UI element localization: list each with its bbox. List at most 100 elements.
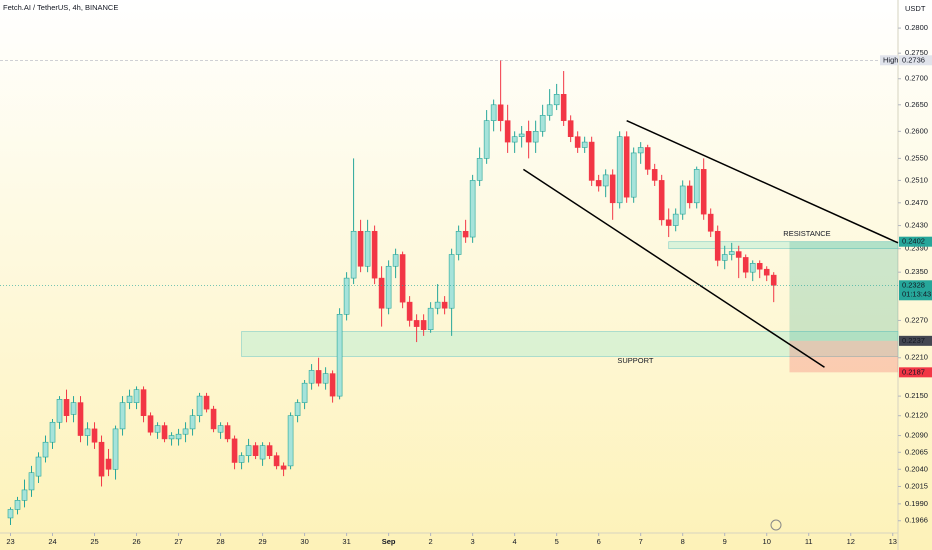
candle-body [56,399,63,423]
candle-body [658,180,665,221]
candle-body [84,428,91,436]
candle-body [700,169,707,215]
price-label: 0.2187 [902,367,925,376]
candle-body [322,373,329,384]
candle-body [686,185,693,204]
candle-body [21,489,28,501]
candle-body [511,136,518,143]
candle-body [378,277,385,309]
candle-body [532,131,539,143]
candle-body [14,500,21,510]
candle-body [693,169,700,204]
x-tick-label: 10 [763,537,771,546]
candle-body [70,402,77,415]
price-label: 0.2328 [902,280,925,289]
candle-body [105,458,112,470]
candle-body [581,141,588,148]
candle-body [252,445,259,456]
candle-body [441,301,448,309]
x-tick-label: 24 [48,537,56,546]
candle-body [707,213,714,232]
candle-body [364,230,371,267]
candle-body [679,185,686,215]
candle-body [483,120,490,159]
x-tick-label: 4 [513,537,517,546]
candle-body [28,472,35,491]
candle-body [497,104,504,121]
candle-body [315,370,322,384]
y-tick-label: 0.2600 [905,126,928,135]
trendline [626,119,899,244]
y-tick-label: 0.2040 [905,464,928,473]
candle-body [287,415,294,467]
candle-body [399,254,406,303]
candle-body [630,152,637,198]
candle-body [371,230,378,279]
candle-body [77,402,84,436]
chart-title: Fetch.AI / TetherUS, 4h, BINANCE [3,3,118,12]
loss-zone [789,340,898,373]
candle-body [224,425,231,440]
candle-body [98,441,105,477]
candle-body [595,180,602,187]
candle-body [63,399,70,416]
x-tick-label: 2 [429,537,433,546]
candle-body [133,389,140,403]
candle-body [350,230,357,279]
candle-body [546,104,553,116]
trendline [522,168,825,368]
price-label: 0.2402 [902,237,925,246]
y-tick-label: 0.2065 [905,447,928,456]
candle-body [672,213,679,226]
x-tick-label: 31 [342,537,350,546]
candle-body [539,115,546,132]
y-tick-label: 0.2120 [905,411,928,420]
candle-body [91,428,98,443]
y-tick-label: 0.2015 [905,481,928,490]
candle-body [749,263,756,273]
y-tick-label: 0.2090 [905,431,928,440]
candle-body [602,174,609,187]
candle-body [392,254,399,267]
price-label-box [899,280,932,301]
candle-body [420,320,427,330]
candle-body [714,230,721,261]
candle-body [294,402,301,416]
candle-body [35,456,42,477]
y-tick-label: 0.1966 [905,516,928,525]
x-tick-label: 6 [597,537,601,546]
candle-body [189,415,196,430]
y-tick-label: 0.2430 [905,221,928,230]
y-tick-label: 0.2350 [905,267,928,276]
candle-body [721,254,728,261]
candle-body [504,120,511,143]
candle-body [112,428,119,470]
candle-body [217,425,224,433]
x-tick-label: 11 [805,537,813,546]
candle-body [665,219,672,226]
candle-body [154,425,161,433]
candle-body [616,136,623,204]
candle-body [770,274,777,286]
candle-body [119,402,126,430]
x-tick-label: Sep [382,537,396,546]
candle-body [427,307,434,330]
candle-body [476,158,483,181]
candle-body [301,382,308,403]
candle-body [140,389,147,416]
candle-body [567,120,574,137]
y-tick-label: 0.2470 [905,198,928,207]
candle-body [763,268,770,276]
candle-body [574,136,581,148]
candle-body [434,301,441,309]
zone [668,241,899,250]
candle-body [308,370,315,384]
price-label: 0.2736 [902,55,925,64]
y-tick-label: 0.2390 [905,244,928,253]
candle-body [259,445,266,460]
candle-body [336,314,343,397]
candle-body [182,428,189,435]
y-tick-label: 0.2700 [905,74,928,83]
icon [770,519,782,531]
